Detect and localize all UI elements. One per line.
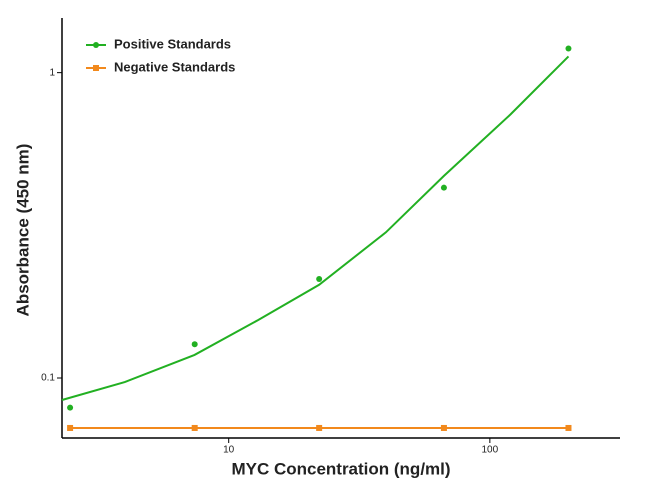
x-axis-title: MYC Concentration (ng/ml) xyxy=(231,459,450,478)
data-point xyxy=(565,424,572,431)
data-point xyxy=(67,424,74,431)
data-point xyxy=(316,424,323,431)
legend-marker xyxy=(93,42,99,48)
fit-curve xyxy=(61,55,570,401)
x-tick-label: 100 xyxy=(482,445,499,456)
data-point xyxy=(565,45,572,52)
data-point xyxy=(191,341,198,348)
data-point xyxy=(440,424,447,431)
legend-label: Positive Standards xyxy=(114,36,231,51)
x-tick-label: 10 xyxy=(223,445,235,456)
data-point xyxy=(191,424,198,431)
data-point xyxy=(67,404,74,411)
legend-label: Negative Standards xyxy=(114,59,235,74)
data-point xyxy=(440,184,447,191)
data-point xyxy=(316,275,323,282)
legend-marker xyxy=(93,65,99,71)
y-tick-label: 0.1 xyxy=(41,373,55,384)
y-axis-title: Absorbance (450 nm) xyxy=(13,144,32,317)
y-tick-label: 1 xyxy=(49,67,55,78)
